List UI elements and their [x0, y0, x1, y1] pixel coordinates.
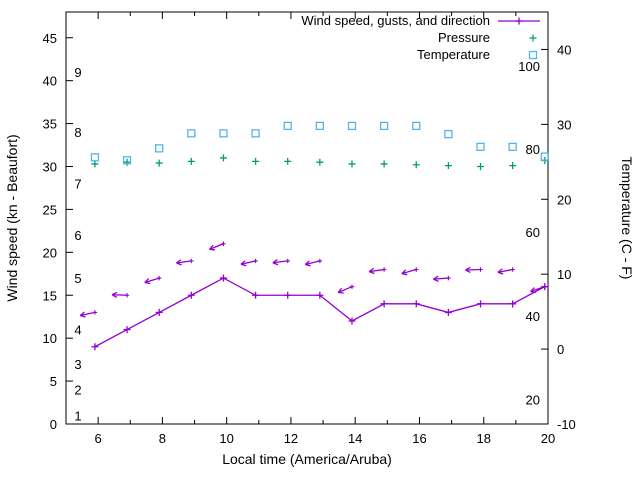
- svg-text:20: 20: [43, 245, 57, 260]
- svg-text:40: 40: [557, 42, 571, 57]
- beaufort-label: 6: [74, 228, 81, 243]
- svg-text:6: 6: [95, 431, 102, 446]
- beaufort-label: 1: [74, 408, 81, 423]
- fahrenheit-label: 80: [526, 142, 540, 157]
- svg-text:10: 10: [219, 431, 233, 446]
- svg-text:45: 45: [43, 31, 57, 46]
- svg-text:-10: -10: [557, 417, 576, 432]
- svg-text:0: 0: [557, 342, 564, 357]
- legend-entry-pressure-label: Pressure: [438, 30, 490, 45]
- legend-entry-temperature-label: Temperature: [417, 47, 490, 62]
- beaufort-label: 3: [74, 357, 81, 372]
- y-axis-left-title: Wind speed (kn - Beaufort): [4, 134, 20, 301]
- fahrenheit-label: 40: [526, 309, 540, 324]
- svg-text:25: 25: [43, 202, 57, 217]
- x-axis: 6 8 10 12 14 16 18 20: [95, 12, 555, 446]
- pressure-series: [91, 154, 549, 170]
- fahrenheit-label: 60: [526, 225, 540, 240]
- svg-text:20: 20: [557, 192, 571, 207]
- beaufort-label: 2: [74, 383, 81, 398]
- svg-text:12: 12: [284, 431, 298, 446]
- svg-text:15: 15: [43, 288, 57, 303]
- svg-text:16: 16: [412, 431, 426, 446]
- gust-vectors: [79, 241, 547, 318]
- svg-text:30: 30: [557, 117, 571, 132]
- beaufort-label: 9: [74, 65, 81, 80]
- svg-text:35: 35: [43, 117, 57, 132]
- beaufort-label: 8: [74, 125, 81, 140]
- x-axis-title: Local time (America/Aruba): [222, 451, 392, 467]
- svg-text:14: 14: [348, 431, 362, 446]
- temperature-series: [90, 121, 549, 165]
- beaufort-label: 5: [74, 271, 81, 286]
- legend-samples: [498, 17, 540, 60]
- beaufort-label: 7: [74, 177, 81, 192]
- beaufort-label: 4: [74, 323, 81, 338]
- svg-text:30: 30: [43, 160, 57, 175]
- svg-text:0: 0: [50, 417, 57, 432]
- svg-text:10: 10: [43, 331, 57, 346]
- y-axis-right: -10 0 10 20 30 40 20 40 60 80 100: [518, 42, 576, 432]
- wind-speed-series: [91, 274, 549, 351]
- plot-area: 6 8 10 12 14 16 18 2005101520253035404512345678…: [43, 11, 576, 446]
- svg-text:10: 10: [557, 267, 571, 282]
- svg-text:40: 40: [43, 74, 57, 89]
- y-axis-right-title: Temperature (C - F): [619, 157, 635, 280]
- legend: Wind speed, gusts, and direction Pressur…: [301, 13, 540, 62]
- svg-text:5: 5: [50, 374, 57, 389]
- legend-entry-wind-label: Wind speed, gusts, and direction: [301, 13, 490, 28]
- svg-text:20: 20: [541, 431, 555, 446]
- plot-border: [65, 11, 549, 425]
- fahrenheit-label: 20: [526, 392, 540, 407]
- svg-text:18: 18: [476, 431, 490, 446]
- svg-text:8: 8: [159, 431, 166, 446]
- fahrenheit-label: 100: [518, 59, 540, 74]
